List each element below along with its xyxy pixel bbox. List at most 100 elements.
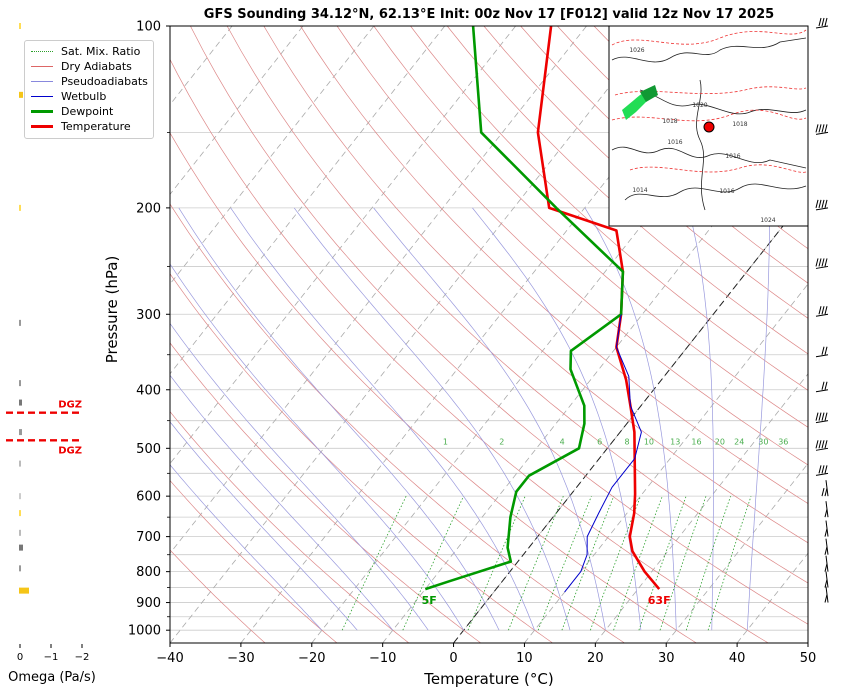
dry-adiabat [170,203,625,643]
mixing-ratio-line [508,496,564,631]
mixing-ratio-label: 30 [758,437,768,446]
isotherm-line [170,26,587,554]
x-tick-label: −40 [156,651,183,666]
wind-barb-flag [824,199,828,209]
map-isobar [611,29,807,46]
legend-swatch [31,80,53,82]
wind-barb-flag [818,199,822,209]
wind-barb-flag [818,306,822,315]
wind-barb-flag [821,17,825,27]
omega-bar [19,587,29,594]
map-isobar-label: 1016 [719,188,734,195]
wind-barb-flag [824,381,828,390]
wind-barb-flag [824,412,828,421]
wind-barb-flag [824,563,828,572]
wind-barb-flag [818,258,822,267]
omega-bar [19,544,23,551]
x-tick-label: 50 [800,651,817,666]
map-inset [608,25,809,227]
dry-adiabat [170,132,697,643]
dry-adiabat [446,26,808,355]
isotherm-line [170,26,658,643]
pseudoadiabat [584,207,677,631]
mixing-ratio-line [467,496,526,631]
wind-barb [815,447,829,451]
dry-adiabat [410,26,808,391]
dry-adiabat [226,26,808,584]
legend: Sat. Mix. Ratio Dry Adiabats Pseudoadiab… [24,40,154,139]
wind-barb-flag [824,306,828,315]
pseudoadiabat [472,207,642,631]
y-tick-label: 1000 [128,624,161,639]
map-isobar-label: 1024 [760,217,775,224]
omega-bar [19,399,22,406]
legend-item: Dry Adiabats [31,59,132,73]
wind-barb-flag [821,199,825,209]
wind-barb-flag [815,258,819,267]
wind-barb [815,25,829,29]
legend-label: Sat. Mix. Ratio [61,44,141,58]
y-tick-label: 500 [136,442,161,457]
omega-bar [19,23,21,29]
pseudoadiabat [170,263,464,631]
dry-adiabat [373,26,808,428]
mixing-ratio-label: 1 [443,437,448,446]
wind-barb-flag [821,465,825,474]
omega-bar [19,429,22,436]
pseudoadiabat [170,421,358,631]
x-axis-label: Temperature (°C) [423,670,553,688]
x-tick-label: 30 [658,651,675,666]
pseudoadiabat [178,207,500,631]
wind-barb-flag [824,124,828,133]
isotherm-line [524,283,808,643]
y-tick-label: 800 [136,565,161,580]
legend-swatch [31,109,53,113]
x-tick-label: 0 [449,651,457,666]
map-coastline [624,183,807,201]
omega-tick-label: 0 [17,652,23,663]
wind-barb [815,265,829,269]
map-isobar-label: 1016 [725,153,740,160]
surface-dewpoint-label: 5F [422,594,437,607]
x-tick-label: −20 [298,651,325,666]
dry-adiabat [170,58,769,643]
wind-barb-flag [824,258,828,267]
map-coastline [696,79,706,211]
dry-adiabat [336,26,808,466]
omega-tick-label: −1 [44,652,59,663]
isotherm-line [0,26,19,643]
omega-bar [19,319,21,326]
wind-barb-flag [824,579,828,588]
pseudoadiabat [293,207,571,631]
mixing-ratio-label: 20 [715,437,725,446]
isotherm-line [807,642,808,643]
dewpoint-profile [424,26,625,591]
dry-adiabat [170,411,410,643]
mixing-ratio-line [659,496,707,631]
dgz-label: DGZ [58,400,82,411]
map-coastline [639,89,807,115]
legend-swatch [31,124,53,128]
wind-barb-flag [824,594,828,603]
legend-label: Wetbulb [61,89,107,103]
omega-bar [19,565,21,572]
chart-title: GFS Sounding 34.12°N, 62.13°E Init: 00z … [204,7,774,22]
wind-barb [815,420,829,424]
wind-barb-flag [824,528,828,537]
wind-barb-flag [815,440,819,449]
legend-swatch [31,95,53,97]
mixing-ratio-line [613,496,663,631]
y-tick-label: 400 [136,383,161,398]
wind-barb [815,472,829,476]
x-tick-label: −30 [227,651,254,666]
y-tick-label: 100 [136,20,161,35]
y-tick-label: 900 [136,596,161,611]
wind-barb-flag [821,488,825,497]
legend-item: Wetbulb [31,89,106,103]
isotherm-line [170,26,375,285]
mixing-ratio-label: 10 [644,437,654,446]
map-coastline [611,146,807,169]
mixing-ratio-line [341,496,407,631]
legend-item: Temperature [31,119,131,133]
